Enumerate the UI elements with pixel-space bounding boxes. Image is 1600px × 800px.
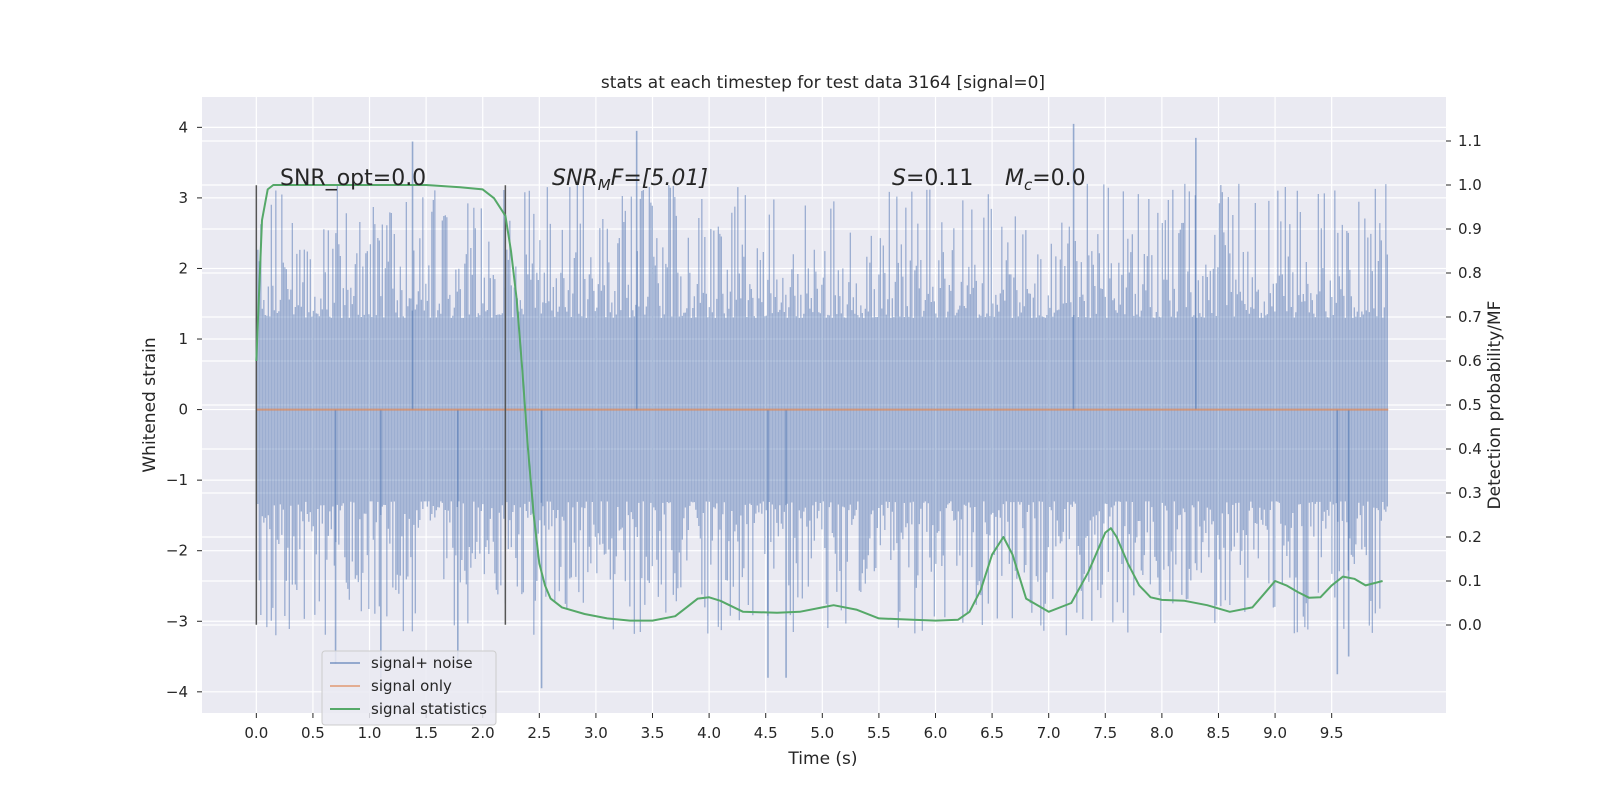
- x-tick-label: 0.0: [244, 724, 268, 742]
- x-axis-label: Time (s): [787, 749, 857, 769]
- right-tick-label: 0.5: [1458, 396, 1482, 414]
- annotation-snr-opt: SNR_opt=0.0: [280, 166, 426, 191]
- annotation-mc: Mc=0.0: [1005, 166, 1086, 194]
- legend-label-signal-statistics: signal statistics: [371, 700, 487, 718]
- x-tick-label: 1.0: [358, 724, 382, 742]
- right-axis-label: Detection probability/MF: [1485, 301, 1505, 510]
- signal-statistics-line: [255, 184, 1383, 622]
- x-tick-label: 7.0: [1037, 724, 1061, 742]
- legend-label-signal-only: signal only: [371, 677, 452, 695]
- x-tick-label: 9.0: [1263, 724, 1287, 742]
- left-tick-label: −4: [166, 683, 188, 701]
- right-tick-label: 0.2: [1458, 528, 1482, 546]
- x-tick-label: 6.5: [980, 724, 1004, 742]
- right-tick-label: 0.0: [1458, 616, 1482, 634]
- right-tick-label: 0.8: [1458, 264, 1482, 282]
- x-tick-label: 6.0: [924, 724, 948, 742]
- left-tick-label: 1: [178, 330, 188, 348]
- right-axis-ticks: 1.1 1.0 0.9 0.8 0.7 0.6 0.5 0.4 0.3 0.2 0.1 0.0: [1446, 132, 1482, 634]
- x-tick-label: 3.0: [584, 724, 608, 742]
- legend-label-signal-noise: signal+ noise: [371, 654, 473, 672]
- left-axis-ticks: 4 3 2 1 0 −1 −2 −3 −4: [166, 118, 202, 701]
- left-tick-label: 4: [178, 118, 188, 136]
- x-tick-label: 7.5: [1093, 724, 1117, 742]
- signal-noise-series: [255, 123, 1388, 689]
- x-tick-label: 1.5: [414, 724, 438, 742]
- chart-title: stats at each timestep for test data 316…: [601, 73, 1045, 93]
- right-tick-label: 0.4: [1458, 440, 1482, 458]
- signal-statistics-series: [255, 184, 1383, 622]
- annotation-s: S=0.11: [892, 166, 973, 191]
- x-tick-label: 5.0: [810, 724, 834, 742]
- x-tick-label: 5.5: [867, 724, 891, 742]
- left-tick-label: 3: [178, 189, 188, 207]
- right-tick-label: 1.0: [1458, 176, 1482, 194]
- x-tick-label: 4.0: [697, 724, 721, 742]
- right-tick-label: 1.1: [1458, 132, 1482, 150]
- x-tick-label: 3.5: [641, 724, 665, 742]
- right-tick-label: 0.6: [1458, 352, 1482, 370]
- left-axis-label: Whitened strain: [140, 337, 160, 472]
- x-tick-label: 4.5: [754, 724, 778, 742]
- x-tick-label: 8.0: [1150, 724, 1174, 742]
- left-tick-label: 2: [178, 259, 188, 277]
- vertical-markers: [255, 185, 507, 625]
- left-tick-label: 0: [178, 401, 188, 419]
- left-tick-label: −1: [166, 471, 188, 489]
- x-tick-label: 9.5: [1320, 724, 1344, 742]
- left-tick-label: −3: [166, 612, 188, 630]
- x-tick-label: 2.5: [527, 724, 551, 742]
- right-tick-label: 0.7: [1458, 308, 1482, 326]
- legend: signal+ noise signal only signal statist…: [321, 650, 497, 726]
- x-tick-label: 2.0: [471, 724, 495, 742]
- x-axis-ticks: 0.0 0.5 1.0 1.5 2.0 2.5 3.0 3.5 4.0 4.5 5.0 5.5 6.0 6…: [244, 713, 1344, 742]
- legend-box: [321, 650, 497, 726]
- x-tick-label: 0.5: [301, 724, 325, 742]
- left-tick-label: −2: [166, 542, 188, 560]
- right-tick-label: 0.1: [1458, 572, 1482, 590]
- annotation-snr-mf: SNRMF=[5.01]: [552, 166, 708, 194]
- x-tick-label: 8.5: [1207, 724, 1231, 742]
- right-tick-label: 0.9: [1458, 220, 1482, 238]
- right-tick-label: 0.3: [1458, 484, 1482, 502]
